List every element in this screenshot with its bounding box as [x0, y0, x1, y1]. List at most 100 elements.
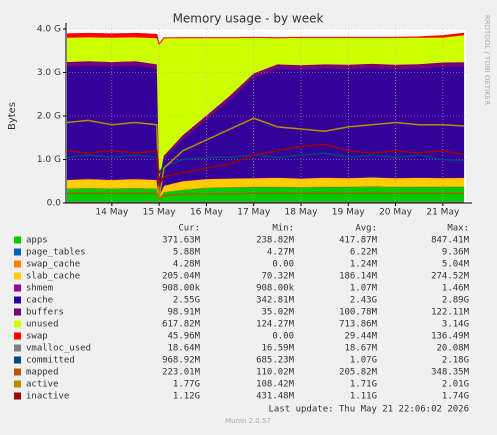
- y-tick-label: 0.0: [47, 199, 62, 209]
- chart-title: Memory usage - by week: [173, 12, 324, 26]
- x-tick-label: 18 May: [285, 208, 319, 218]
- legend-swatch: [14, 285, 21, 292]
- stat-value: 1.07G: [350, 356, 377, 366]
- legend-label: inactive: [26, 392, 69, 402]
- stat-value: 238.82M: [256, 236, 295, 246]
- legend-swatch: [14, 369, 21, 376]
- stat-value: 16.59M: [261, 344, 294, 354]
- y-tick-label: 1.0 G: [37, 155, 61, 165]
- stat-value: 9.36M: [442, 248, 470, 258]
- stat-header: Avg:: [355, 224, 377, 234]
- stat-header: Max:: [447, 224, 469, 234]
- stat-value: 2.43G: [350, 296, 377, 306]
- stat-value: 223.01M: [162, 368, 201, 378]
- legend-label: vmalloc_used: [26, 344, 91, 354]
- legend-label: committed: [26, 356, 75, 366]
- legend-swatch: [14, 393, 21, 400]
- stat-value: 70.32M: [261, 272, 294, 282]
- stat-value: 968.92M: [162, 356, 201, 366]
- stat-value: 1.11G: [350, 392, 377, 402]
- legend-swatch: [14, 261, 21, 268]
- x-tick-label: 15 May: [143, 208, 177, 218]
- legend-swatch: [14, 273, 21, 280]
- stat-value: 20.08M: [436, 344, 469, 354]
- legend-swatch: [14, 321, 21, 328]
- stat-value: 100.78M: [339, 308, 378, 318]
- stat-value: 3.14G: [442, 320, 469, 330]
- x-tick-label: 16 May: [190, 208, 224, 218]
- legend-label: shmem: [26, 284, 53, 294]
- x-tick-label: 17 May: [237, 208, 271, 218]
- stat-value: 908.00k: [162, 284, 201, 294]
- stat-value: 4.28M: [173, 260, 201, 270]
- stat-value: 713.86M: [339, 320, 378, 330]
- stat-value: 371.63M: [162, 236, 201, 246]
- stat-value: 18.64M: [167, 344, 200, 354]
- stat-value: 2.89G: [442, 296, 469, 306]
- stat-value: 908.00k: [256, 284, 295, 294]
- stat-value: 1.74G: [442, 392, 469, 402]
- stat-value: 2.01G: [442, 380, 469, 390]
- stat-value: 110.02M: [256, 368, 295, 378]
- y-tick-label: 4.0 G: [37, 25, 61, 35]
- stat-value: 205.04M: [162, 272, 201, 282]
- stat-value: 685.23M: [256, 356, 295, 366]
- stat-value: 124.27M: [256, 320, 295, 330]
- legend-label: buffers: [26, 308, 64, 318]
- y-axis-label: Bytes: [7, 102, 18, 130]
- stat-value: 18.67M: [344, 344, 377, 354]
- legend-label: unused: [26, 320, 59, 330]
- stat-header: Cur:: [178, 224, 200, 234]
- legend-label: mapped: [26, 368, 59, 378]
- stat-value: 122.11M: [431, 308, 470, 318]
- stat-value: 847.41M: [431, 236, 470, 246]
- stat-value: 108.42M: [256, 380, 295, 390]
- stat-value: 342.81M: [256, 296, 295, 306]
- last-update: Last update: Thu May 21 22:06:02 2026: [269, 405, 469, 415]
- stat-value: 617.82M: [162, 320, 201, 330]
- legend-label: apps: [26, 236, 48, 246]
- stat-value: 0.00: [272, 332, 294, 342]
- legend-label: page_tables: [26, 248, 86, 258]
- stat-value: 29.44M: [344, 332, 377, 342]
- legend-swatch: [14, 333, 21, 340]
- footer: Munin 2.0.57: [225, 417, 271, 425]
- stat-value: 4.27M: [267, 248, 295, 258]
- stat-value: 0.00: [272, 260, 294, 270]
- stat-value: 1.77G: [173, 380, 200, 390]
- stat-value: 1.71G: [350, 380, 377, 390]
- x-tick-label: 20 May: [379, 208, 413, 218]
- stat-header: Min:: [272, 224, 294, 234]
- stat-value: 136.49M: [431, 332, 470, 342]
- legend-swatch: [14, 357, 21, 364]
- stat-value: 2.18G: [442, 356, 469, 366]
- x-tick-label: 14 May: [95, 208, 129, 218]
- area-fill: [67, 66, 464, 196]
- area-fill: [67, 186, 464, 203]
- stat-value: 1.46M: [442, 284, 470, 294]
- stat-value: 5.04M: [442, 260, 470, 270]
- legend-swatch: [14, 249, 21, 256]
- stat-value: 2.55G: [173, 296, 200, 306]
- legend-label: cache: [26, 296, 53, 306]
- stat-value: 431.48M: [256, 392, 295, 402]
- stat-value: 98.91M: [167, 308, 200, 318]
- stat-value: 6.22M: [350, 248, 378, 258]
- stat-value: 205.82M: [339, 368, 378, 378]
- stat-value: 1.12G: [173, 392, 200, 402]
- stat-value: 5.88M: [173, 248, 201, 258]
- stat-value: 348.35M: [431, 368, 470, 378]
- legend-label: active: [26, 380, 59, 390]
- legend-swatch: [14, 297, 21, 304]
- x-tick-label: 19 May: [332, 208, 366, 218]
- stat-value: 186.14M: [339, 272, 378, 282]
- side-text: RRDTOOL / TOBI OETIKER: [483, 15, 491, 105]
- legend-swatch: [14, 237, 21, 244]
- stat-value: 45.96M: [167, 332, 200, 342]
- legend-label: swap: [26, 332, 48, 342]
- stat-value: 1.24M: [350, 260, 378, 270]
- x-tick-label: 21 May: [426, 208, 460, 218]
- y-tick-label: 3.0 G: [37, 68, 61, 78]
- stat-value: 417.87M: [339, 236, 378, 246]
